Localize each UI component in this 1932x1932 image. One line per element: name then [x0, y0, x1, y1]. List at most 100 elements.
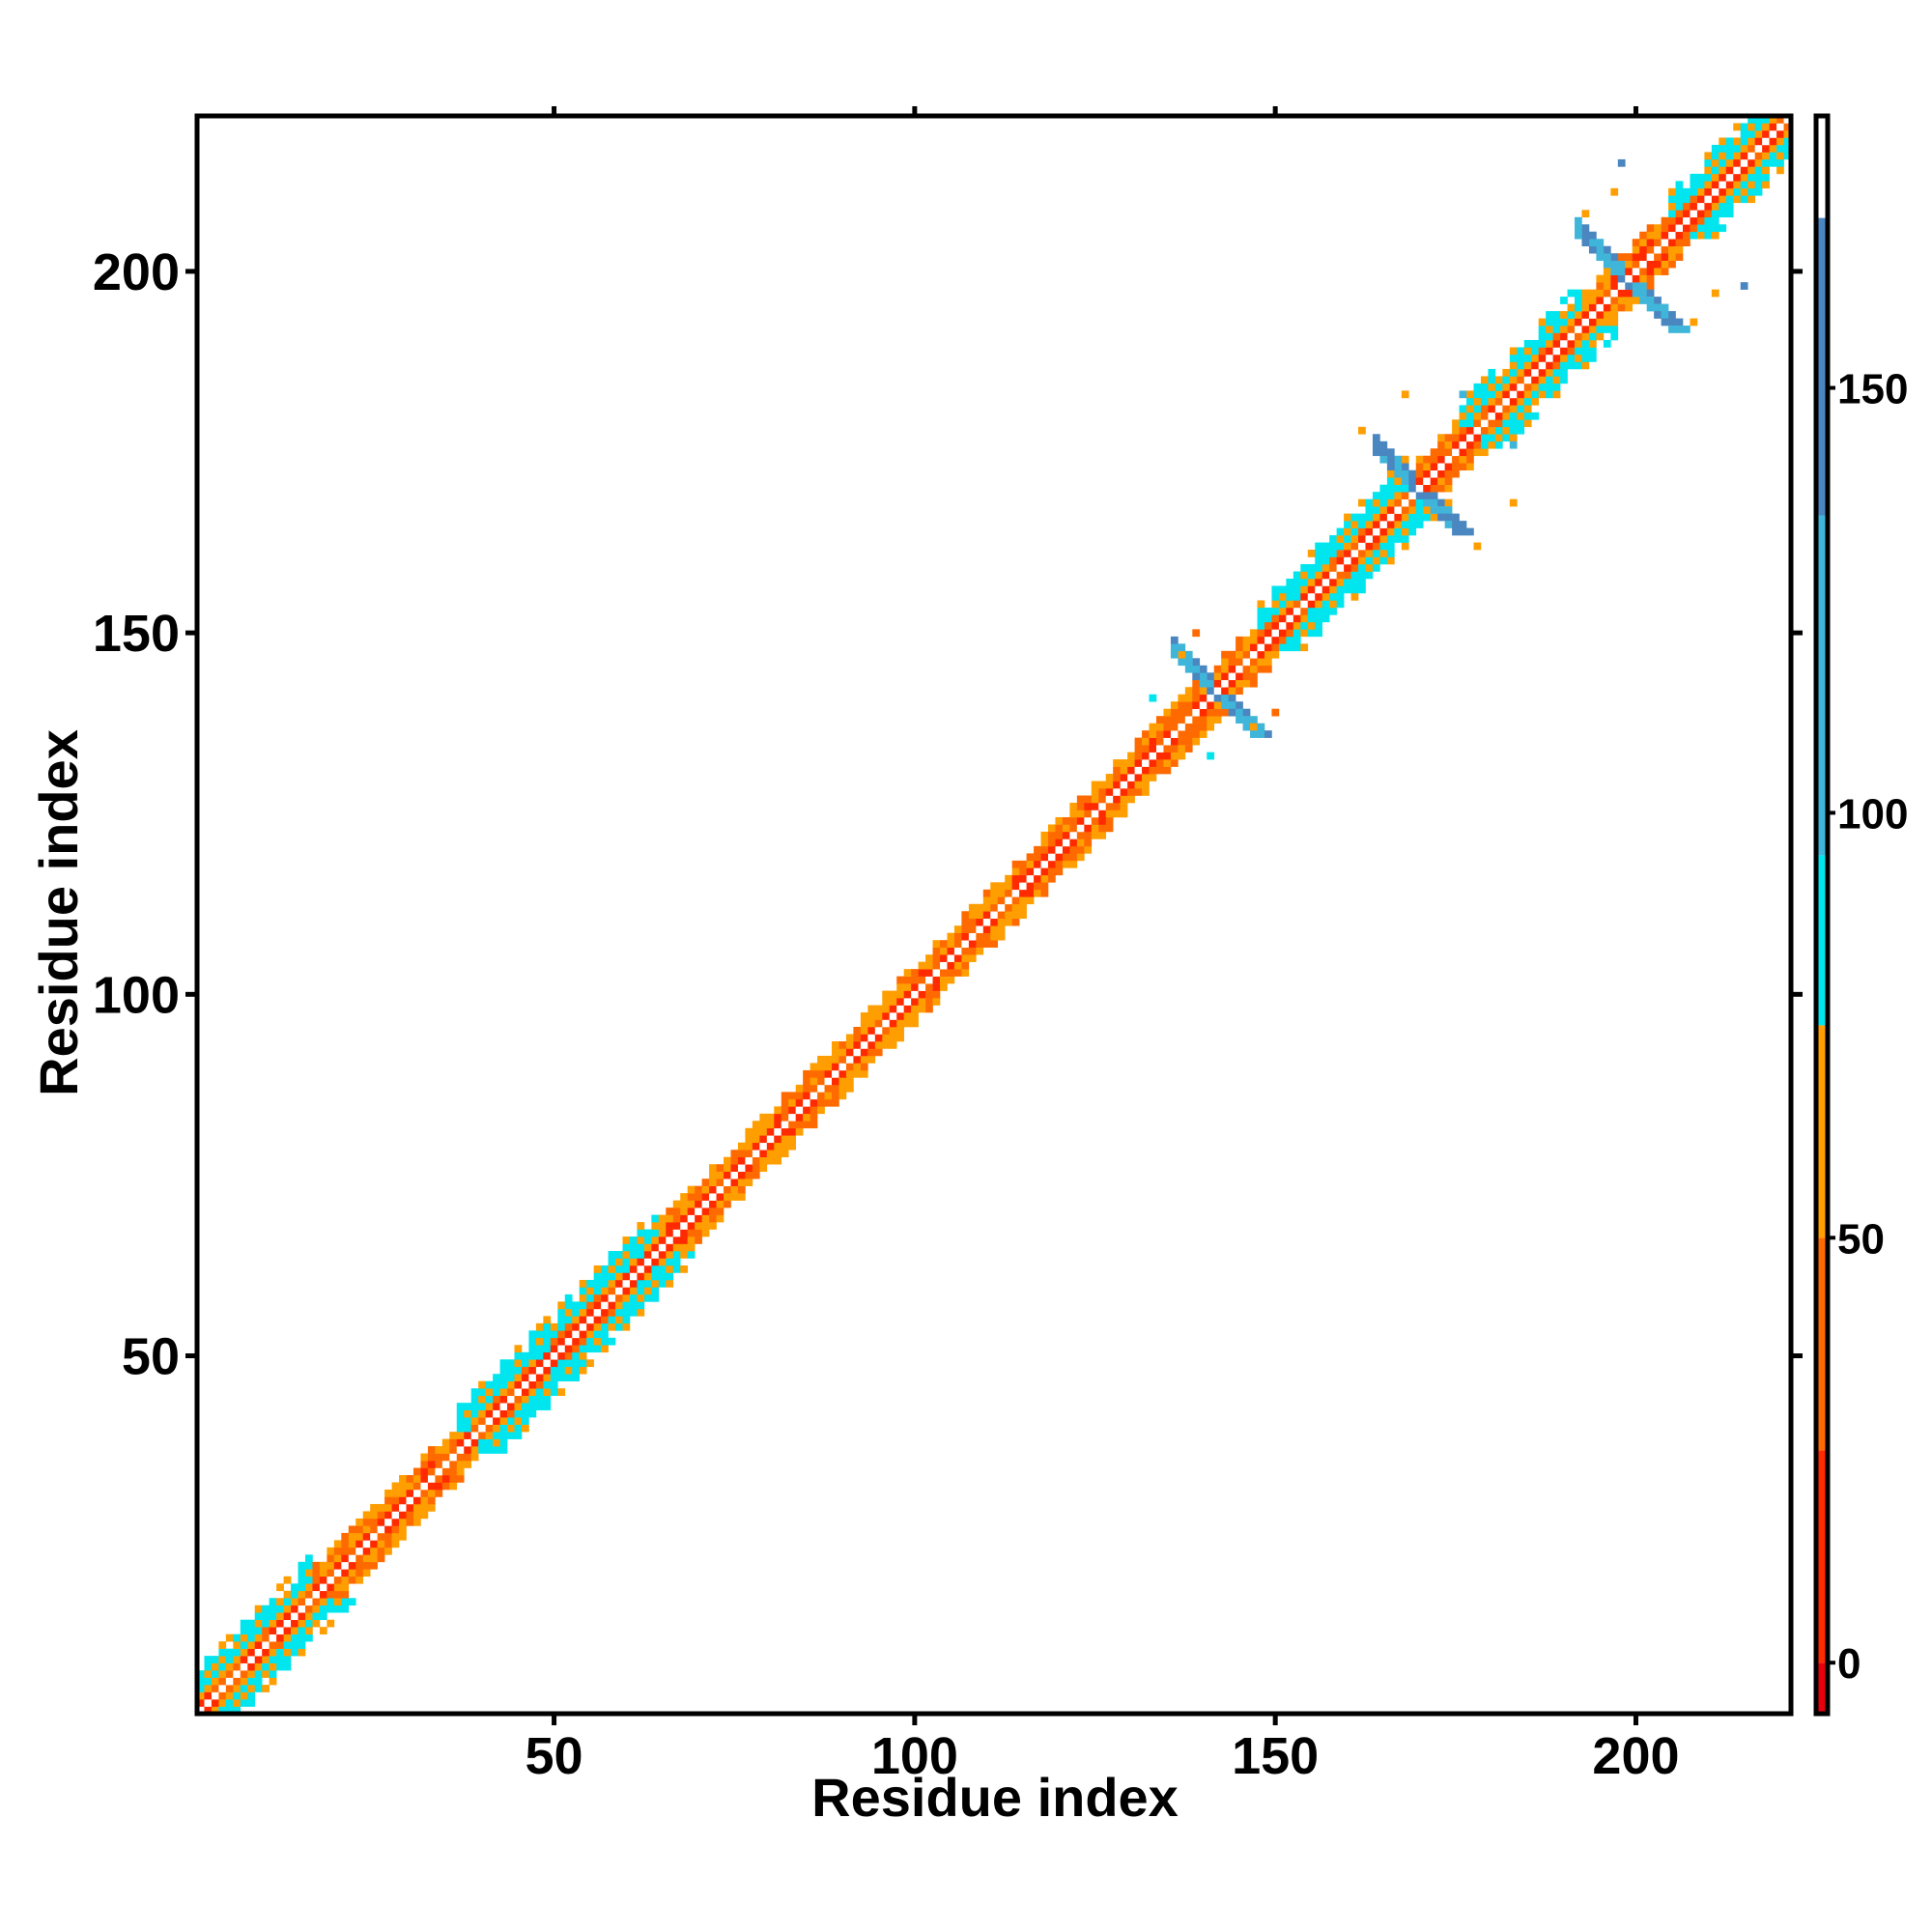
heatmap-cell [882, 998, 891, 1006]
heatmap-cell [1552, 383, 1561, 391]
heatmap-cell [759, 1127, 768, 1136]
colorbar-band [1816, 855, 1828, 1026]
heatmap-cell [1047, 867, 1056, 876]
heatmap-cell [1271, 600, 1280, 609]
heatmap-cell [896, 1005, 904, 1013]
heatmap-cell [1344, 535, 1351, 543]
heatmap-cell [1480, 390, 1489, 399]
heatmap-cell [1091, 802, 1099, 810]
heatmap-cell [1719, 202, 1727, 211]
heatmap-cell [1690, 231, 1698, 240]
heatmap-cell [550, 1388, 558, 1396]
heatmap-cell [810, 1092, 818, 1100]
heatmap-cell [774, 1142, 782, 1151]
heatmap-cell [1423, 469, 1431, 478]
heatmap-cell [507, 1359, 515, 1368]
heatmap-cell [327, 1598, 335, 1606]
heatmap-cell [817, 1063, 825, 1071]
heatmap-cell [1444, 498, 1453, 507]
heatmap-cell [701, 1179, 710, 1186]
heatmap-cell [1430, 513, 1438, 522]
heatmap-cell [1459, 426, 1467, 435]
heatmap-cell [1250, 679, 1258, 688]
heatmap-cell [1199, 672, 1208, 681]
heatmap-cell [745, 1171, 753, 1179]
heatmap-cell [1184, 737, 1193, 746]
heatmap-cell [1034, 867, 1041, 876]
heatmap-cell [247, 1619, 256, 1628]
heatmap-cell [1509, 434, 1518, 442]
heatmap-cell [1091, 781, 1099, 789]
heatmap-cell [478, 1403, 486, 1410]
heatmap-cell [1452, 527, 1460, 536]
heatmap-cell [1560, 368, 1568, 377]
heatmap-cell [1711, 202, 1719, 211]
heatmap-cell [1011, 874, 1020, 883]
heatmap-cell [1546, 376, 1553, 384]
heatmap-cell [701, 1229, 710, 1237]
heatmap-cell [1452, 426, 1460, 435]
heatmap-cell [1098, 824, 1107, 833]
heatmap-cell [1668, 231, 1676, 240]
heatmap-cell [1459, 434, 1467, 442]
heatmap-cell [1350, 571, 1359, 580]
heatmap-cell [1386, 550, 1395, 557]
heatmap-cell [1394, 506, 1403, 514]
heatmap-cell [211, 1685, 219, 1692]
heatmap-cell [1740, 144, 1748, 153]
heatmap-cell [788, 1142, 796, 1151]
heatmap-cell [1127, 795, 1135, 804]
heatmap-cell [1076, 853, 1085, 862]
heatmap-cell [1711, 210, 1719, 218]
heatmap-cell [1199, 687, 1208, 696]
heatmap-cells [197, 116, 1792, 1715]
heatmap-cell [399, 1511, 407, 1520]
heatmap-cell [493, 1424, 500, 1433]
heatmap-cell [1379, 440, 1388, 449]
heatmap-cell [1690, 173, 1698, 182]
heatmap-cell [1069, 845, 1078, 854]
heatmap-cell [464, 1403, 472, 1410]
heatmap-cell [1581, 347, 1590, 355]
heatmap-cell [1646, 274, 1655, 283]
heatmap-cell [528, 1374, 537, 1382]
heatmap-cell [1494, 376, 1503, 384]
heatmap-cell [1452, 521, 1460, 528]
heatmap-cell [572, 1308, 581, 1317]
heatmap-cell [1365, 527, 1374, 536]
heatmap-cell [514, 1366, 523, 1375]
heatmap-cell [1293, 585, 1301, 594]
heatmap-cell [1293, 636, 1301, 644]
heatmap-cell [672, 1229, 681, 1237]
heatmap-cell [557, 1374, 566, 1382]
heatmap-cell [1661, 303, 1669, 312]
heatmap-cell [247, 1685, 256, 1692]
heatmap-cell [1365, 571, 1374, 580]
heatmap-cell [298, 1612, 306, 1621]
heatmap-cell [304, 1561, 313, 1570]
heatmap-cell [327, 1619, 335, 1628]
heatmap-cell [514, 1388, 523, 1396]
heatmap-cell [564, 1366, 573, 1375]
heatmap-cell [333, 1569, 342, 1577]
heatmap-cell [550, 1380, 558, 1389]
heatmap-cell [817, 1069, 825, 1078]
heatmap-cell [1596, 311, 1605, 319]
heatmap-cell [867, 1012, 876, 1020]
heatmap-cell [695, 1208, 702, 1215]
heatmap-cell [1596, 318, 1605, 327]
heatmap-cell [1264, 643, 1272, 652]
heatmap-cell [276, 1619, 284, 1628]
heatmap-cell [774, 1113, 782, 1122]
heatmap-cell [1329, 564, 1337, 572]
heatmap-cell [1293, 607, 1301, 615]
heatmap-cell [1567, 326, 1576, 333]
heatmap-cell [1199, 701, 1208, 710]
heatmap-cell [1379, 556, 1388, 565]
heatmap-cell [940, 940, 948, 948]
heatmap-cell [384, 1525, 392, 1534]
heatmap-cell [1134, 781, 1143, 789]
heatmap-cell [882, 1040, 891, 1049]
heatmap-cell [1300, 578, 1309, 586]
colorbar-band [1816, 1450, 1828, 1663]
